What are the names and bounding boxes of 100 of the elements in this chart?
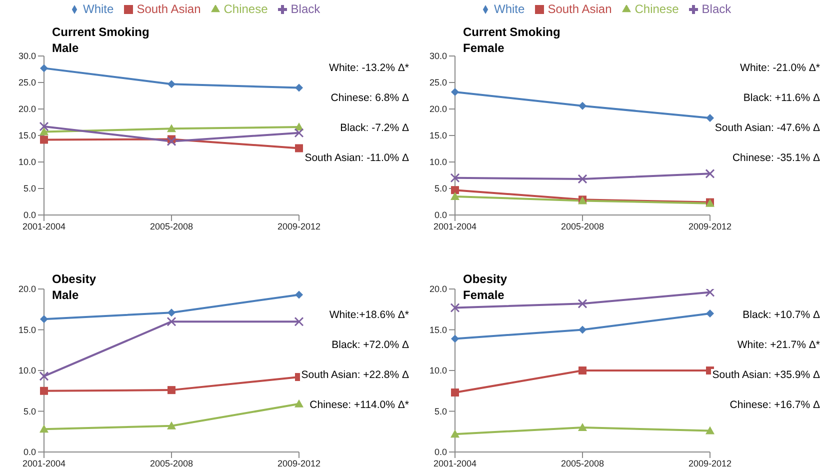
text: South Asian: -11.0% Δ — [304, 152, 410, 164]
text: White: +21.7% Δ* — [736, 339, 821, 351]
point — [450, 192, 460, 200]
point — [167, 421, 176, 430]
x-tick-label: 2005-2008 — [150, 221, 194, 232]
point — [451, 88, 459, 96]
y-tick-label: 0.0 — [434, 210, 447, 220]
legend-label: White — [83, 2, 114, 16]
legend-label: Chinese — [634, 2, 679, 16]
text: Black: +10.7% Δ — [742, 309, 821, 321]
y-tick-label: 10.0 — [429, 366, 447, 376]
x-tick-label: 2001-2004 — [433, 458, 477, 468]
x-tick-label: 2005-2008 — [560, 221, 604, 232]
point — [295, 144, 303, 152]
y-tick-label: 15.0 — [18, 324, 36, 335]
legend-label: Black — [702, 2, 732, 16]
chart-subtitle: Female — [463, 287, 506, 303]
y-tick-label: 20.0 — [18, 284, 36, 294]
x-tick-label: 2001-2004 — [22, 458, 66, 468]
point — [451, 388, 459, 397]
point — [295, 290, 303, 299]
point — [40, 136, 48, 144]
y-tick-label: 15.0 — [18, 130, 36, 141]
point — [578, 102, 586, 110]
y-tick-label: 20.0 — [429, 104, 447, 114]
text: Chinese: 6.8% Δ — [330, 92, 410, 104]
point — [167, 124, 176, 132]
y-tick-label: 20.0 — [18, 104, 36, 114]
point — [578, 423, 587, 432]
point — [40, 64, 48, 72]
y-tick-label: 5.0 — [23, 406, 36, 416]
text: Chinese: +16.7% Δ — [728, 399, 821, 411]
legend-label: South Asian — [136, 2, 201, 16]
y-tick-label: 25.0 — [18, 78, 36, 88]
x-tick-label: 2009-2012 — [688, 458, 732, 468]
legend-label: White — [494, 2, 525, 16]
x-tick-label: 2009-2012 — [277, 458, 321, 468]
text: South Asian: +35.9% Δ — [711, 369, 821, 381]
text: South Asian: -47.6% Δ — [714, 122, 821, 134]
point — [705, 168, 715, 178]
chart-subtitle: Male — [52, 40, 80, 56]
y-tick-label: 5.0 — [23, 184, 36, 194]
text: White: -21.0% Δ* — [739, 62, 821, 74]
point — [39, 371, 49, 381]
y-tick-label: 10.0 — [429, 157, 447, 168]
x-tick-label: 2001-2004 — [22, 221, 66, 232]
point — [168, 80, 176, 88]
point — [40, 386, 48, 395]
y-tick-label: 15.0 — [429, 324, 447, 335]
x-tick-label: 2005-2008 — [560, 458, 604, 468]
point — [578, 366, 586, 374]
y-tick-label: 0.0 — [434, 447, 447, 458]
x-tick-label: 2009-2012 — [688, 221, 732, 232]
point — [294, 128, 304, 138]
point — [294, 316, 304, 326]
y-tick-label: 20.0 — [429, 284, 447, 294]
y-tick-label: 15.0 — [429, 130, 447, 141]
point — [450, 302, 460, 312]
legend-label: Black — [290, 2, 320, 16]
point — [705, 289, 715, 298]
point — [451, 334, 459, 343]
text: Black: +11.6% Δ — [742, 92, 821, 104]
text: South Asian: +22.8% Δ — [300, 369, 410, 381]
point — [578, 298, 588, 308]
point — [166, 136, 176, 146]
point — [706, 114, 714, 122]
point — [40, 424, 48, 433]
point — [578, 326, 586, 334]
point — [578, 174, 588, 184]
text: White:+18.6% Δ* — [328, 309, 410, 321]
chart-title: Current Smoking — [52, 24, 150, 40]
text: White: -13.2% Δ* — [328, 62, 410, 74]
y-tick-label: 0.0 — [23, 210, 36, 220]
x-tick-label: 2001-2004 — [433, 221, 477, 232]
point — [166, 316, 176, 326]
x-tick-label: 2009-2012 — [277, 221, 321, 232]
text: Black: +72.0% Δ — [330, 339, 410, 351]
point — [706, 309, 714, 318]
text: Chinese: -35.1% Δ — [731, 152, 821, 164]
y-tick-label: 10.0 — [18, 157, 36, 168]
point — [168, 308, 176, 317]
point — [294, 399, 304, 408]
chart-title: Obesity — [52, 271, 96, 287]
y-tick-label: 25.0 — [429, 78, 447, 88]
text: Chinese: +114.0% Δ* — [308, 399, 410, 411]
point — [295, 84, 303, 92]
y-tick-label: 10.0 — [18, 366, 36, 376]
chart-subtitle: Male — [52, 287, 80, 303]
point — [450, 430, 460, 438]
x-tick-label: 2005-2008 — [150, 458, 194, 468]
point — [168, 386, 176, 394]
chart-title: Obesity — [463, 271, 508, 287]
point — [39, 122, 49, 132]
point — [706, 426, 714, 434]
y-tick-label: 30.0 — [429, 51, 447, 62]
y-tick-label: 5.0 — [434, 406, 447, 416]
text: Black: -7.2% Δ — [339, 122, 410, 134]
point — [40, 127, 48, 136]
point — [450, 173, 460, 183]
y-tick-label: 5.0 — [434, 184, 447, 194]
